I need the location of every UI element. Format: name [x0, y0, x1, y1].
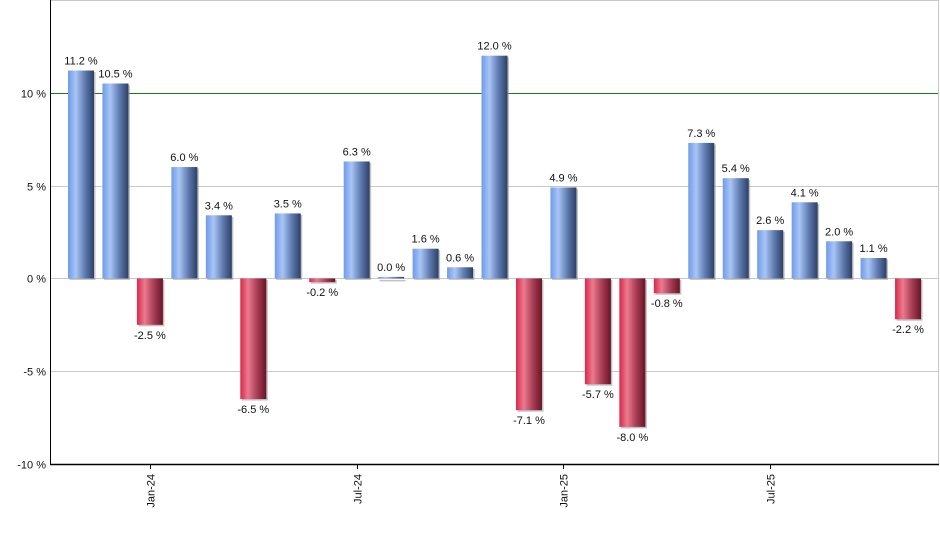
bar-Feb-25 [584, 278, 611, 385]
data-label: 12.0 % [477, 41, 511, 53]
bar-Mar-25 [619, 278, 646, 427]
axes: -10 % -5 % 0 % 5 % 10 % Jan-24 Jul-24 Jan-25 Jul… [17, 0, 939, 508]
data-label: 4.9 % [549, 172, 577, 184]
data-label: 5.4 % [722, 163, 750, 175]
x-tick-label: Jul-25 [766, 474, 778, 504]
data-label: -5.7 % [582, 389, 614, 401]
data-label: -2.2 % [892, 324, 924, 336]
bar-Jul-25 [757, 230, 784, 279]
y-tick-label: -5 % [23, 367, 46, 379]
bar-Jul-24 [343, 161, 370, 279]
bar-Jan-24 [136, 278, 163, 325]
bar-May-24 [274, 213, 301, 279]
bar-Aug-24 [378, 276, 405, 279]
y-tick-label: 0 % [27, 274, 46, 286]
data-label: 10.5 % [98, 69, 132, 81]
data-label: 0.6 % [446, 252, 474, 264]
bar-Nov-23 [68, 70, 94, 279]
data-label: 6.0 % [170, 152, 198, 164]
data-label: 3.5 % [274, 198, 302, 210]
x-tick-label: Jul-24 [353, 474, 365, 504]
bar-Dec-24 [515, 278, 542, 411]
bar-Nov-24 [481, 55, 508, 279]
data-label: -2.5 % [134, 330, 166, 342]
data-label: -7.1 % [513, 415, 545, 427]
bar-Nov-25 [895, 278, 922, 320]
bars: 11.2 %10.5 % -2.5 % 6.0 % 3.4 % -6.5 % 3.5 % -… [64, 41, 924, 444]
bar-Mar-24 [205, 215, 232, 279]
bar-Jan-25 [550, 187, 577, 279]
y-tick-label: -10 % [17, 460, 46, 472]
bar-shadow [379, 279, 406, 282]
data-label: -6.5 % [237, 404, 269, 416]
bar-Apr-25 [653, 278, 680, 294]
data-label: -0.2 % [306, 287, 338, 299]
bar-Dec-23 [102, 83, 129, 279]
bar-May-25 [688, 142, 715, 279]
bar-Oct-24 [447, 267, 474, 279]
y-tick-label: 5 % [27, 182, 46, 194]
data-label: -0.8 % [651, 298, 683, 310]
data-label: -8.0 % [616, 432, 648, 444]
bar-Sep-25 [826, 241, 853, 279]
data-label: 7.3 % [687, 128, 715, 140]
data-label: 2.6 % [756, 215, 784, 227]
bar-Sep-24 [412, 248, 439, 279]
data-label: 4.1 % [791, 187, 819, 199]
bar-Jun-24 [309, 278, 336, 283]
y-tick-label: 10 % [21, 89, 46, 101]
bar-Aug-25 [791, 202, 818, 279]
data-label: 6.3 % [343, 146, 371, 158]
x-tick-label: Jan-25 [559, 474, 571, 508]
bar-Apr-24 [240, 278, 267, 400]
data-label: 3.4 % [205, 200, 233, 212]
bar-Feb-24 [171, 167, 198, 279]
data-label: 2.0 % [825, 226, 853, 238]
bar-Oct-25 [860, 257, 887, 279]
data-label: 11.2 % [64, 56, 98, 68]
bar-Jun-25 [722, 178, 749, 279]
data-label: 0.0 % [377, 262, 405, 274]
x-tick-label: Jan-24 [146, 474, 158, 508]
data-label: 1.1 % [860, 243, 888, 255]
data-label: 1.6 % [412, 234, 440, 246]
